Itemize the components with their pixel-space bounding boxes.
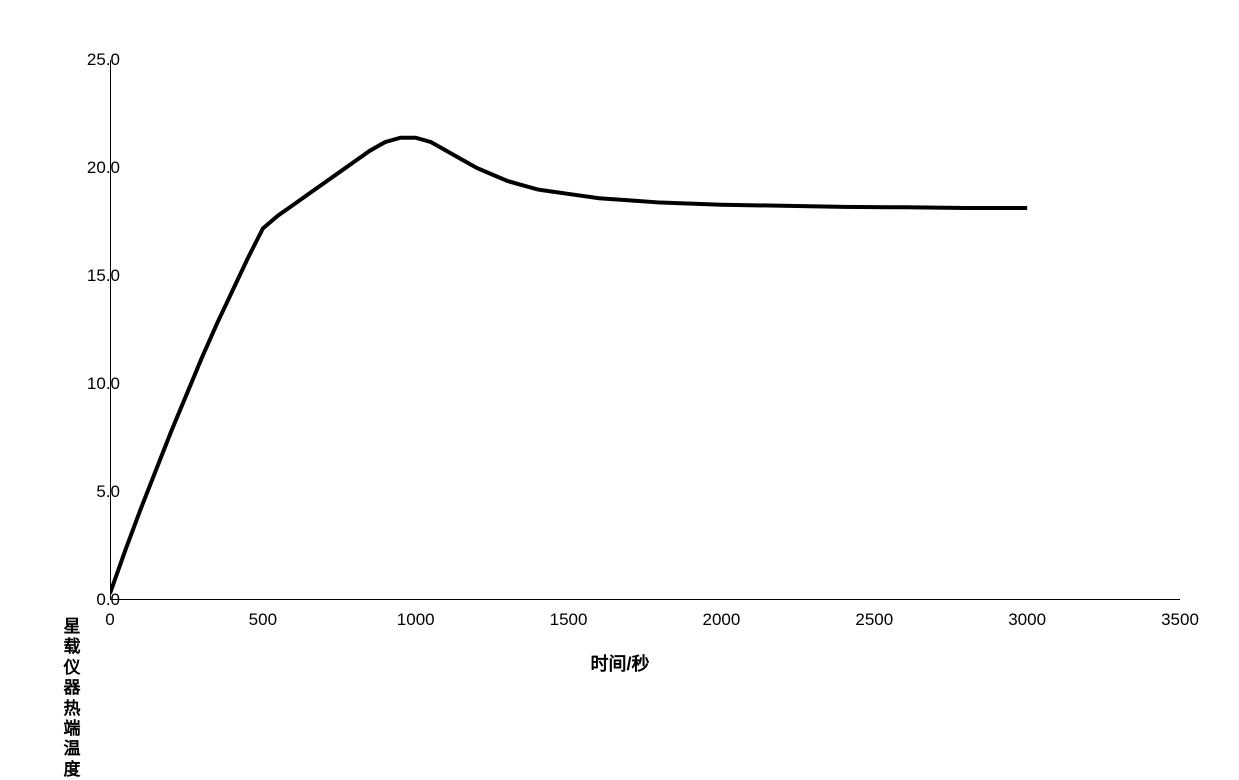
x-tick-label: 2500 xyxy=(855,610,893,630)
y-tick-label: 15.0 xyxy=(70,266,120,286)
x-tick-label: 3000 xyxy=(1008,610,1046,630)
x-tick-label: 1000 xyxy=(397,610,435,630)
x-tick-label: 500 xyxy=(249,610,277,630)
y-tick-label: 20.0 xyxy=(70,158,120,178)
chart-container: 0.0 5.0 10.0 15.0 20.0 25.0 0 500 1000 1500 2000 2… xyxy=(40,40,1200,700)
y-tick-label: 10.0 xyxy=(70,374,120,394)
x-tick-label: 2000 xyxy=(703,610,741,630)
x-tick-label: 0 xyxy=(105,610,114,630)
plot-svg xyxy=(110,60,1180,600)
y-tick-label: 0.0 xyxy=(70,590,120,610)
x-tick-label: 1500 xyxy=(550,610,588,630)
x-axis-title: 时间/秒 xyxy=(590,650,649,676)
y-tick-label: 5.0 xyxy=(70,482,120,502)
y-tick-label: 25.0 xyxy=(70,50,120,70)
y-axis-title: 星载仪器热端温度 xyxy=(62,617,82,780)
x-tick-label: 3500 xyxy=(1161,610,1199,630)
data-line xyxy=(110,138,1027,594)
